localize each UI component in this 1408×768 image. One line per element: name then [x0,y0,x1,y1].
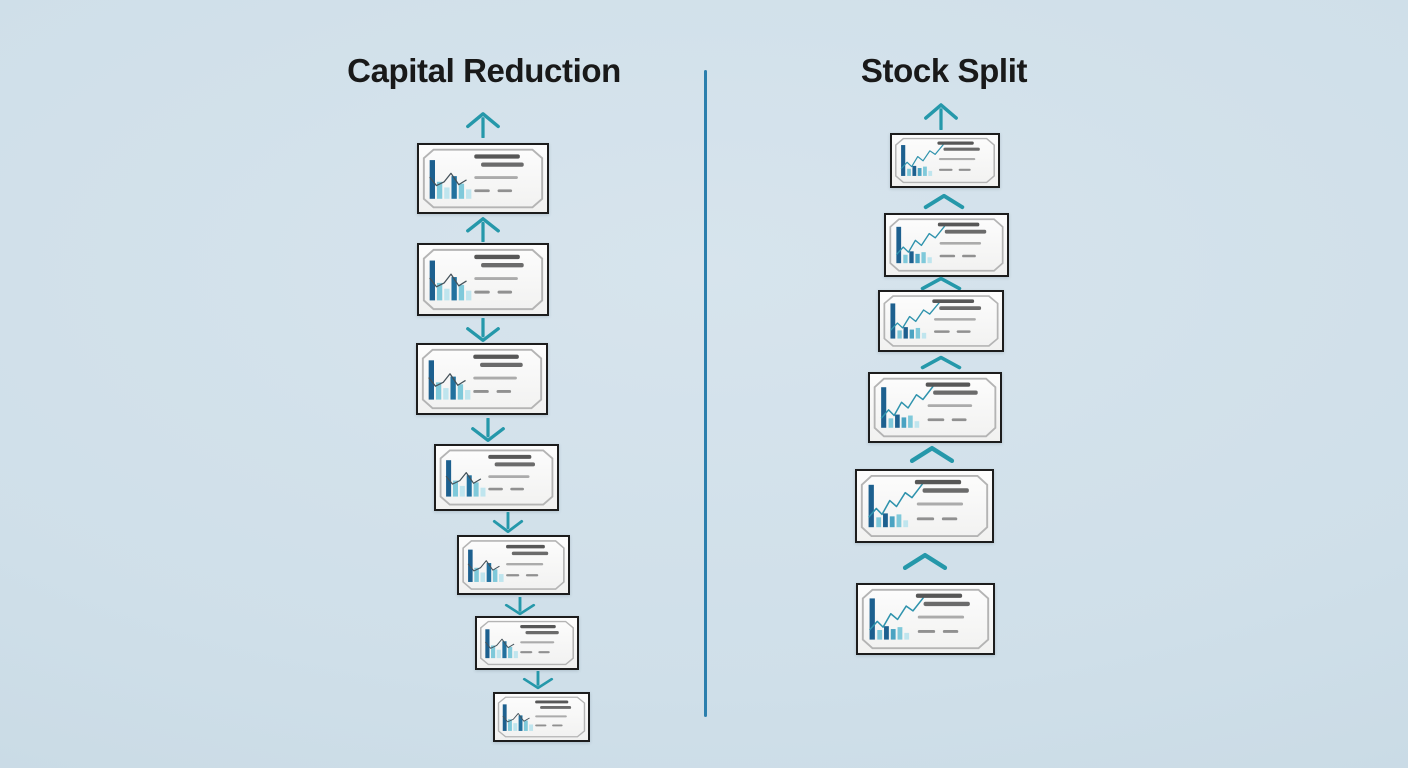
stock-certificate-card [416,343,548,415]
stock-split-title: Stock Split [860,52,1028,89]
bar-chart-certificate-icon [459,537,568,593]
up-arrow-icon [922,102,960,130]
stock-certificate-card [884,213,1009,277]
chevron-up-icon [908,445,956,464]
bar-chart-certificate-icon [419,245,547,314]
stock-certificate-card [890,133,1000,188]
chevron-up-icon [901,552,949,571]
bar-chart-certificate-icon [870,374,1000,441]
up-arrow-icon [464,111,502,138]
bar-chart-certificate-icon [495,694,588,740]
chevron-up-icon [919,355,963,370]
down-arrow-icon [521,671,555,690]
stock-certificate-card [855,469,994,543]
stock-certificate-card [457,535,570,595]
stock-certificate-card [878,290,1004,352]
vertical-divider [704,70,707,717]
bar-chart-certificate-icon [857,471,992,541]
bar-chart-certificate-icon [436,446,557,509]
chevron-up-icon [922,193,966,210]
stock-certificate-card [434,444,559,511]
bar-chart-certificate-icon [419,145,547,212]
up-arrow-icon [464,216,502,242]
bar-chart-certificate-icon [886,215,1007,275]
chevron-up-icon [919,276,963,291]
stock-certificate-card [475,616,579,670]
stock-certificate-card [493,692,590,742]
stock-certificate-card [868,372,1002,443]
bar-chart-certificate-icon [880,292,1002,350]
down-arrow-icon [491,512,525,534]
bar-chart-certificate-icon [477,618,577,668]
bar-chart-certificate-icon [892,135,998,186]
bar-chart-certificate-icon [418,345,546,413]
bar-chart-certificate-icon [858,585,993,653]
down-arrow-icon [503,597,537,616]
stock-certificate-card [417,143,549,214]
down-arrow-icon [469,418,507,443]
capital-reduction-title: Capital Reduction [347,52,621,89]
stock-certificate-card [856,583,995,655]
down-arrow-icon [464,318,502,343]
stock-certificate-card [417,243,549,316]
